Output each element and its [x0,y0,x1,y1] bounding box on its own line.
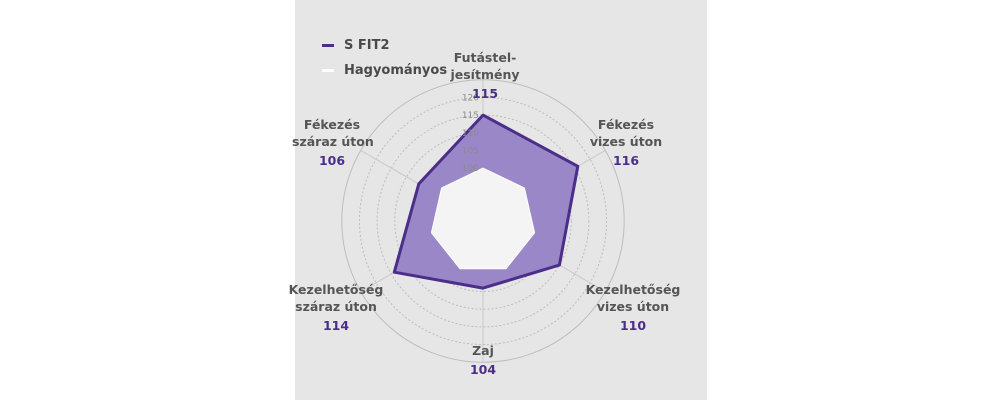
radial-tick-label: 115 [462,111,479,121]
axis-value-sfit2: 116 [612,153,640,168]
legend-item-sfit2: S FIT2 [322,38,390,53]
axis-name: Zaj [472,343,494,358]
radial-tick-label: 100 [462,164,479,174]
axis-name: Fékezés vizes úton [589,117,663,149]
legend-swatch-hagyomanyos [322,69,334,72]
radial-tick-label: 120 [462,93,479,103]
axis-name: Kezelhetőség száraz úton [288,282,384,314]
axis-value-sfit2: 110 [619,318,647,333]
grid-ring [376,114,590,328]
axis-name: Kezelhetőség vizes úton [585,282,681,314]
axis-value-sfit2: 115 [471,86,499,101]
legend-swatch-sfit2 [322,44,334,47]
axis-label-zaj: Zaj 104 [455,342,511,378]
radial-tick-label: 110 [462,129,479,139]
legend-label-hagyomanyos: Hagyományos [344,63,448,78]
series-hagyomanyos-area [430,167,536,270]
axis-value-sfit2: 104 [469,362,497,377]
axis-name: Fékezés száraz úton [292,117,374,149]
grid-ring [394,132,572,310]
radial-tick-labels: 100 105 110 115 120 [462,93,479,174]
series-sfit2-line [392,113,580,290]
axis-label-futastel: Futástel- jesítmény 115 [447,49,523,102]
axis-label-fekezes-szaraz: Fékezés száraz úton 106 [292,116,374,169]
axis-value-sfit2: 106 [318,153,346,168]
legend-item-hagyomanyos: Hagyományos [322,63,447,78]
axis-value-sfit2: 114 [322,318,350,333]
axis-label-fekezes-vizes: Fékezés vizes úton 116 [586,116,666,169]
axis-name: Futástel- jesítmény [450,50,520,82]
axis-label-kezelhetoseg-vizes: Kezelhetőség vizes úton 110 [585,281,681,334]
radial-tick-label: 105 [462,146,479,156]
legend-label-sfit2: S FIT2 [344,38,390,53]
axis-label-kezelhetoseg-szaraz: Kezelhetőség száraz úton 114 [288,281,384,334]
